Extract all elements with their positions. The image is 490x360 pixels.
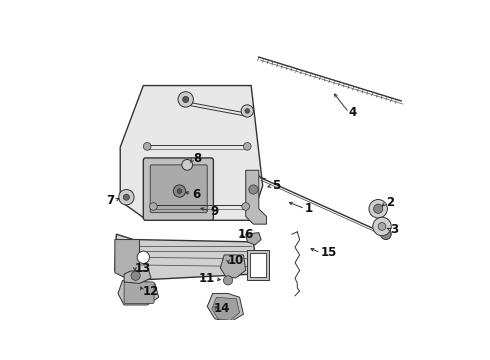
Circle shape (143, 143, 151, 150)
Text: 6: 6 (192, 188, 200, 201)
FancyBboxPatch shape (143, 158, 214, 220)
Text: 8: 8 (194, 152, 201, 165)
Circle shape (369, 199, 388, 218)
Circle shape (242, 203, 249, 210)
Circle shape (182, 159, 193, 170)
Circle shape (178, 92, 194, 107)
Text: 4: 4 (349, 106, 357, 119)
Circle shape (149, 203, 157, 210)
Text: 9: 9 (210, 204, 219, 217)
Polygon shape (118, 280, 159, 305)
Polygon shape (245, 170, 267, 224)
Text: 12: 12 (143, 285, 159, 298)
Circle shape (249, 185, 258, 194)
FancyBboxPatch shape (250, 253, 266, 277)
Circle shape (373, 217, 392, 236)
Circle shape (381, 229, 391, 239)
Text: 7: 7 (107, 194, 115, 207)
Text: 14: 14 (214, 302, 230, 315)
Circle shape (373, 204, 383, 213)
Circle shape (131, 271, 140, 280)
FancyBboxPatch shape (124, 282, 154, 303)
Text: 5: 5 (272, 179, 280, 192)
Circle shape (177, 189, 182, 193)
Circle shape (241, 105, 253, 117)
Circle shape (183, 96, 189, 103)
Polygon shape (115, 234, 255, 280)
Text: 13: 13 (135, 261, 151, 275)
Circle shape (244, 143, 251, 150)
Circle shape (173, 185, 186, 197)
Circle shape (245, 109, 249, 113)
Text: 11: 11 (198, 272, 215, 285)
Text: 10: 10 (228, 254, 245, 267)
Circle shape (378, 222, 386, 230)
Polygon shape (124, 270, 151, 283)
Text: 1: 1 (305, 202, 313, 215)
Circle shape (137, 251, 149, 264)
Text: 16: 16 (238, 228, 254, 240)
Text: 15: 15 (320, 246, 337, 259)
Text: 3: 3 (390, 223, 398, 236)
Polygon shape (115, 239, 140, 280)
Polygon shape (207, 293, 244, 322)
Circle shape (119, 189, 134, 205)
Polygon shape (245, 233, 261, 245)
Polygon shape (212, 297, 240, 320)
Polygon shape (120, 86, 263, 220)
Circle shape (123, 194, 129, 200)
FancyBboxPatch shape (150, 165, 207, 213)
Text: 2: 2 (386, 196, 394, 209)
Circle shape (223, 276, 233, 285)
Polygon shape (220, 255, 245, 278)
FancyBboxPatch shape (247, 249, 269, 280)
